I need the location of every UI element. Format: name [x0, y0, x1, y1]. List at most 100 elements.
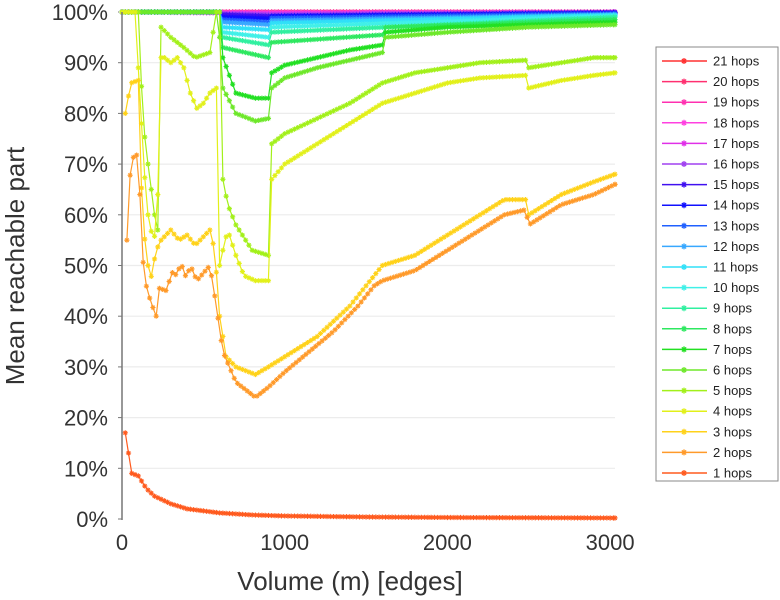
data-point-marker: [381, 277, 387, 283]
data-point-marker: [148, 228, 154, 234]
data-point-marker: [308, 27, 314, 34]
data-point-marker: [334, 60, 340, 66]
data-point-marker: [291, 155, 298, 161]
data-point-marker: [199, 272, 205, 278]
data-point-marker: [262, 366, 268, 372]
data-point-marker: [470, 216, 477, 222]
data-point-marker: [513, 58, 519, 64]
legend-label: 5 hops: [713, 383, 753, 398]
legend-marker-icon: [681, 428, 687, 435]
data-point-marker: [230, 25, 236, 31]
data-point-marker: [506, 196, 512, 203]
data-point-marker: [461, 62, 467, 68]
data-point-marker: [444, 29, 451, 35]
data-point-marker: [373, 18, 379, 24]
data-point-marker: [373, 21, 379, 27]
data-point-marker: [288, 28, 294, 35]
data-point-marker: [451, 228, 457, 234]
data-point-marker: [330, 513, 337, 520]
series-1-hops: [122, 430, 618, 521]
data-point-marker: [369, 32, 376, 39]
data-point-marker: [431, 30, 437, 36]
data-point-marker: [304, 37, 311, 43]
legend-label: 1 hops: [713, 466, 753, 481]
data-point-marker: [532, 83, 538, 90]
data-point-marker: [204, 9, 210, 15]
data-point-marker: [168, 60, 174, 66]
data-point-marker: [392, 514, 398, 520]
data-point-marker: [129, 470, 135, 476]
data-point-marker: [291, 348, 298, 354]
data-point-marker: [194, 54, 200, 60]
data-point-marker: [353, 34, 359, 40]
data-point-marker: [431, 16, 437, 22]
data-point-marker: [555, 23, 561, 29]
data-point-marker: [399, 33, 405, 39]
data-point-marker: [151, 256, 158, 262]
data-point-marker: [464, 18, 470, 24]
data-point-marker: [129, 9, 135, 15]
data-point-marker: [217, 9, 223, 15]
data-point-marker: [612, 55, 618, 61]
data-point-marker: [402, 255, 408, 262]
data-point-marker: [477, 514, 483, 521]
data-point-marker: [373, 84, 379, 90]
data-point-marker: [592, 191, 599, 197]
data-point-marker: [581, 74, 587, 80]
data-point-marker: [386, 260, 392, 267]
data-point-marker: [340, 18, 346, 25]
data-point-marker: [428, 85, 434, 91]
data-point-marker: [526, 515, 532, 521]
data-point-marker: [265, 34, 272, 40]
data-point-marker: [324, 27, 330, 33]
data-point-marker: [265, 252, 272, 258]
data-point-marker: [236, 260, 242, 267]
data-point-marker: [163, 287, 169, 294]
data-point-marker: [509, 515, 516, 521]
data-point-marker: [181, 44, 187, 51]
data-point-marker: [548, 61, 555, 67]
data-point-marker: [513, 25, 519, 31]
data-point-marker: [298, 513, 304, 519]
data-point-marker: [579, 195, 586, 201]
data-point-marker: [376, 514, 382, 520]
data-point-marker: [597, 176, 603, 183]
data-point-marker: [426, 258, 433, 265]
data-point-marker: [490, 23, 496, 29]
series-4-hops: [119, 9, 618, 284]
data-point-marker: [601, 515, 607, 521]
data-point-marker: [269, 24, 275, 30]
legend-item: 13 hops: [662, 218, 760, 233]
data-point-marker: [589, 192, 595, 198]
data-point-marker: [301, 58, 307, 64]
data-point-marker: [304, 120, 311, 126]
data-point-marker: [409, 20, 415, 26]
data-point-marker: [301, 28, 307, 34]
data-point-marker: [335, 323, 341, 329]
data-point-marker: [369, 18, 376, 24]
data-point-marker: [286, 365, 293, 371]
data-point-marker: [243, 25, 249, 32]
data-point-marker: [591, 55, 597, 61]
data-point-marker: [275, 29, 281, 35]
data-point-marker: [314, 27, 320, 33]
data-point-marker: [241, 385, 247, 392]
x-tick-label: 3000: [586, 530, 635, 555]
data-point-marker: [446, 246, 452, 252]
data-point-marker: [516, 73, 522, 79]
data-point-marker: [369, 275, 376, 281]
data-point-marker: [236, 25, 242, 31]
data-point-marker: [306, 349, 312, 355]
data-point-marker: [251, 393, 257, 399]
data-point-marker: [373, 43, 379, 49]
data-point-marker: [612, 22, 618, 28]
data-point-marker: [177, 504, 184, 510]
x-axis-label: Volume (m) [edges]: [237, 566, 462, 596]
legend-marker-icon: [681, 58, 687, 64]
data-point-marker: [239, 113, 246, 119]
data-point-marker: [584, 22, 590, 29]
data-point-marker: [278, 513, 285, 519]
data-point-marker: [343, 34, 350, 40]
data-point-marker: [356, 94, 363, 100]
data-point-marker: [221, 352, 228, 359]
